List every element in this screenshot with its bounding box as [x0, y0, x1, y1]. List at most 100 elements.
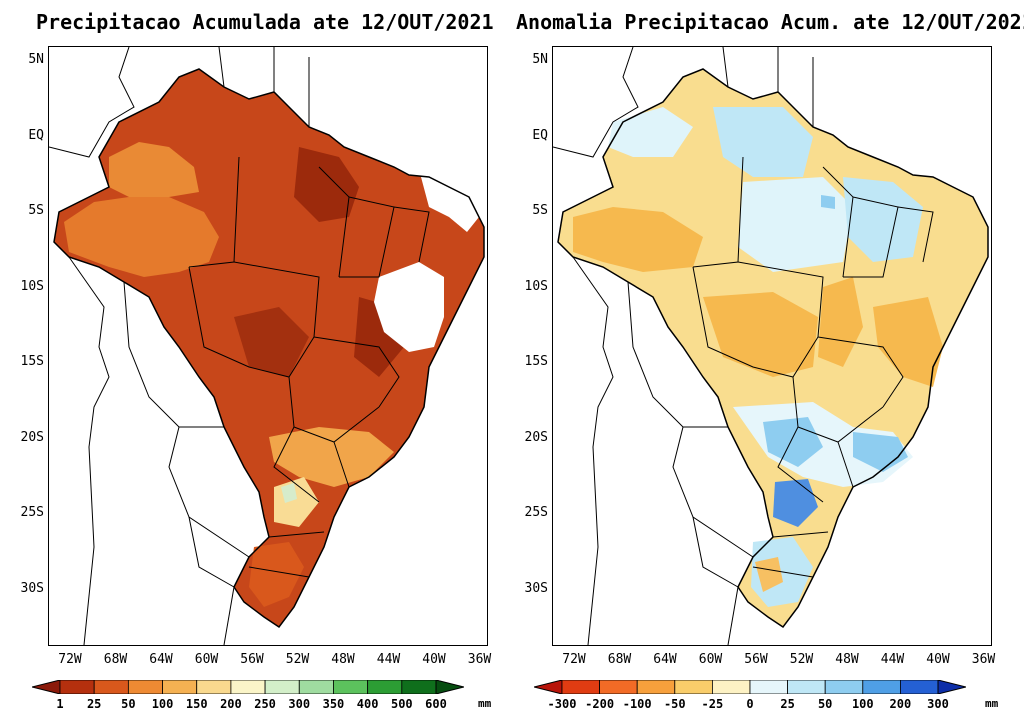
colorbar-segment: [333, 680, 369, 694]
lat-label: 20S: [20, 429, 44, 445]
lon-label: 52W: [285, 652, 310, 667]
colorbar-label: 500: [390, 697, 413, 711]
colorbar-segment: [367, 680, 403, 694]
colorbar-segment: [674, 680, 713, 694]
colorbar-low-extend: [32, 680, 61, 694]
colorbar-label: 200: [889, 697, 912, 711]
lon-label: 68W: [607, 652, 632, 667]
lon-label: 60W: [194, 652, 219, 667]
colorbar-segment: [127, 680, 163, 694]
state-borders: [188, 156, 430, 578]
colorbar-label: 250: [254, 697, 276, 711]
colorbar-segment: [59, 680, 95, 694]
lat-label: EQ: [532, 127, 548, 143]
right-map-canvas: [553, 47, 989, 645]
right-colorbar: [534, 680, 966, 694]
colorbar-segment: [599, 680, 638, 694]
lon-label: 44W: [880, 652, 905, 667]
colorbar-segment: [230, 680, 266, 694]
colorbar-label: 150: [185, 697, 208, 711]
lon-label: 60W: [698, 652, 723, 667]
lon-label: 40W: [926, 652, 950, 667]
colorbar-segment: [862, 680, 901, 694]
country-borders: [49, 47, 310, 645]
left-panel-title: Precipitacao Acumulada ate 12/OUT/2021: [36, 10, 494, 34]
lon-label: 56W: [240, 652, 264, 667]
colorbar-segment: [264, 680, 300, 694]
colorbar-segment: [93, 680, 129, 694]
left-map: [48, 46, 488, 646]
colorbar-label: 200: [220, 697, 242, 711]
lon-label: 68W: [103, 652, 128, 667]
lat-label: 20S: [524, 429, 548, 445]
colorbar-segment: [899, 680, 939, 694]
lon-label: 36W: [971, 652, 996, 667]
lat-label: 10S: [20, 278, 44, 294]
lat-label: 15S: [524, 354, 548, 369]
colorbar-label: 25: [86, 697, 102, 711]
lon-label: 72W: [562, 652, 586, 667]
colorbar-segment: [298, 680, 334, 694]
colorbar-segment: [162, 680, 198, 694]
colorbar-label: 1: [56, 697, 64, 711]
colorbar-segment: [749, 680, 788, 694]
lon-label: 48W: [331, 652, 355, 667]
lon-label: 64W: [653, 652, 677, 667]
colorbar-label: 25: [780, 697, 795, 711]
lon-label: 72W: [58, 652, 82, 667]
lon-label: 44W: [376, 652, 401, 667]
colorbar-label: 300: [288, 697, 311, 711]
brazil-outline: [53, 68, 485, 629]
lat-label: 15S: [20, 354, 44, 369]
colorbar-low-extend: [534, 680, 563, 694]
lat-label: 30S: [524, 580, 548, 596]
lon-label: 64W: [149, 652, 173, 667]
brazil-outline: [557, 68, 989, 629]
colorbar-segment: [196, 680, 232, 694]
lon-label: 40W: [422, 652, 446, 667]
lat-label: 5N: [28, 52, 44, 67]
colorbar-segment: [787, 680, 826, 694]
lat-label: 25S: [524, 505, 548, 520]
colorbar-label: 50: [121, 697, 136, 711]
lat-label: 30S: [20, 580, 44, 596]
colorbar-segment: [401, 680, 437, 694]
lon-label: 52W: [789, 652, 814, 667]
colorbar-segment: [561, 680, 600, 694]
colorbar-label: 50: [817, 697, 833, 711]
left-colorbar: [32, 680, 464, 694]
lat-label: 10S: [524, 278, 548, 294]
colorbar-label: 300: [927, 697, 949, 711]
colorbar-label: 600: [425, 697, 447, 711]
right-map: [552, 46, 992, 646]
lat-label: 5N: [532, 52, 548, 67]
right-panel-title: Anomalia Precipitacao Acum. ate 12/OUT/2…: [516, 10, 1024, 34]
lon-label: 48W: [835, 652, 859, 667]
colorbar-label: 100: [151, 697, 174, 711]
colorbar-label: -50: [663, 697, 686, 711]
country-borders: [553, 47, 814, 645]
lat-label: 5S: [532, 203, 548, 218]
right-colorbar-unit: mm: [985, 697, 999, 710]
colorbar-segment: [636, 680, 676, 694]
lat-label: 25S: [20, 505, 44, 520]
colorbar-label: 100: [851, 697, 874, 711]
lat-label: EQ: [28, 127, 44, 143]
colorbar-label: -25: [701, 697, 724, 711]
left-map-canvas: [49, 47, 485, 645]
colorbar-high-extend: [937, 680, 966, 694]
lat-label: 5S: [28, 203, 44, 218]
colorbar-label: -300: [547, 697, 577, 711]
colorbar-label: 350: [322, 697, 345, 711]
colorbar-segment: [824, 680, 864, 694]
colorbar-label: -200: [585, 697, 615, 711]
colorbar-label: -100: [622, 697, 652, 711]
colorbar-high-extend: [435, 680, 464, 694]
colorbar-label: 400: [356, 697, 379, 711]
left-colorbar-unit: mm: [478, 697, 492, 710]
lon-label: 56W: [744, 652, 768, 667]
lon-label: 36W: [467, 652, 492, 667]
colorbar-label: 0: [746, 697, 754, 711]
colorbar-segment: [711, 680, 751, 694]
state-borders: [692, 156, 934, 578]
